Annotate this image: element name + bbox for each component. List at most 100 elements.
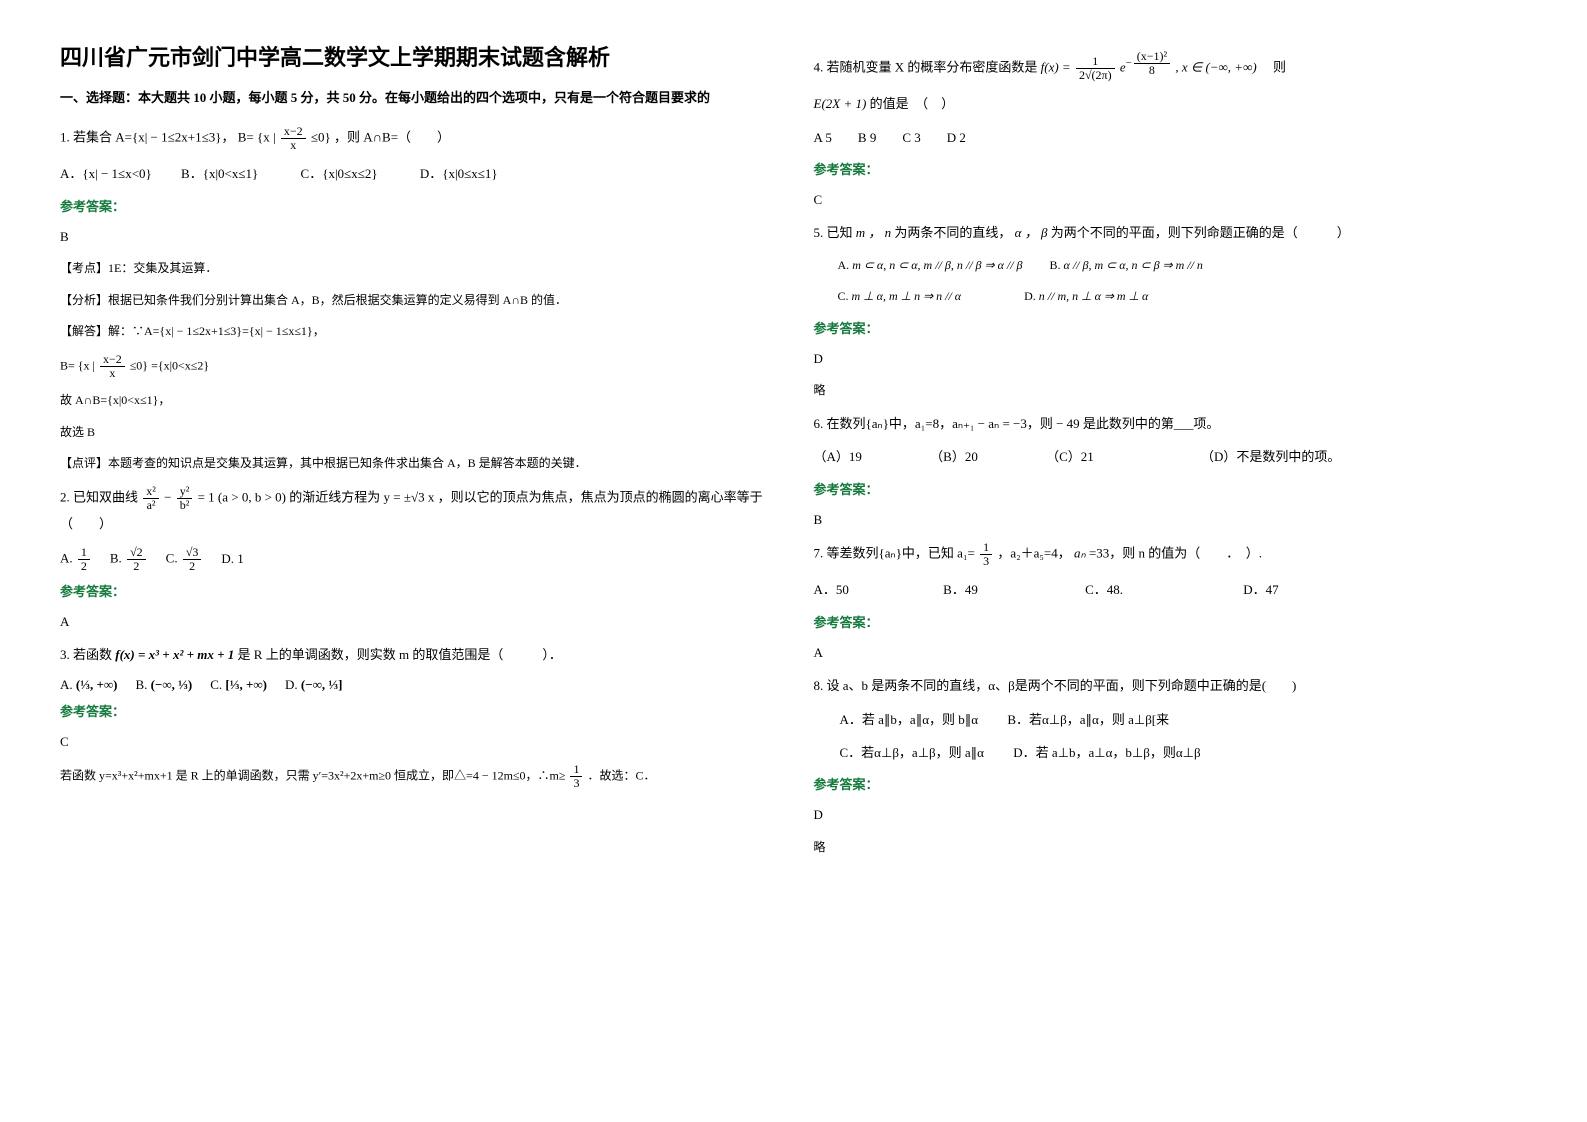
part-heading: 一、选择题：本大题共 10 小题，每小题 5 分，共 50 分。在每小题给出的四… <box>60 88 774 109</box>
frac-den: 3 <box>980 555 992 568</box>
q7-optC: C．48. <box>1085 582 1123 597</box>
q3-optC: C. [⅓, +∞) <box>210 677 267 693</box>
q8-optB: B．若α⊥β，a∥α，则 a⊥β[来 <box>1007 712 1169 727</box>
q2-eq: = 1 (a > 0, b > 0) <box>198 490 286 505</box>
q4-fx-a: f(x) = <box>1041 60 1071 75</box>
q1-setB-pre: B= {x | <box>238 129 276 144</box>
q5-optB: α // β, m ⊂ α, n ⊂ β ⇒ m // n <box>1064 258 1203 272</box>
opt-pre: D. <box>285 677 298 692</box>
q1-jieda1: 【解答】解：∵A={x| − 1≤2x+1≤3}={x| − 1≤x≤1}， <box>60 321 774 343</box>
q5-ab: α ， β <box>1015 225 1048 240</box>
question-5: 5. 已知 m ， n 为两条不同的直线， α ， β 为两个不同的平面，则下列… <box>814 221 1528 244</box>
q5-optA-pre: A. <box>838 258 850 272</box>
q4-stem-b: 则 <box>1273 60 1286 75</box>
q6-optD: （D）不是数列中的项。 <box>1201 449 1340 464</box>
q1-stem-c: ，则 A∩B=（ ） <box>334 129 450 144</box>
q7-ans: A <box>814 641 1528 664</box>
question-4: 4. 若随机变量 X 的概率分布密度函数是 f(x) = 1 2√(2π) e−… <box>814 50 1528 82</box>
q4-fx-frac: 1 2√(2π) <box>1076 55 1115 82</box>
q6-ans-label: 参考答案： <box>814 479 1528 498</box>
q4-e2x1: E(2X + 1) 的值是 （ ） <box>814 92 1528 115</box>
frac-den: 2√(2π) <box>1076 69 1115 82</box>
q7-an: aₙ <box>1074 546 1086 561</box>
frac-num: x−2 <box>281 125 306 139</box>
q2-optB: B. √2 2 <box>110 546 148 573</box>
q8-row2: C．若α⊥β，a⊥β，则 a∥α D．若 a⊥b，a⊥α，b⊥β，则α⊥β <box>814 741 1528 764</box>
q1-optD: D．{x|0≤x≤1} <box>420 166 498 181</box>
q2-optC-pre: C. <box>166 550 178 565</box>
q3-options: A. (⅓, +∞) B. (−∞, ⅓) C. [⅓, +∞) D. (−∞,… <box>60 677 774 693</box>
q7-ans-label: 参考答案： <box>814 612 1528 631</box>
q6-ans: B <box>814 508 1528 531</box>
opt-body: (⅓, +∞) <box>76 677 118 692</box>
q2-optD: D. 1 <box>221 551 243 567</box>
q2-optA-frac: 1 2 <box>78 546 90 573</box>
q5-stem-a: 5. 已知 <box>814 225 853 240</box>
q3-ans-label: 参考答案： <box>60 701 774 720</box>
q2-frac2: y² b² <box>177 485 193 512</box>
q3-func: f(x) = x³ + x² + mx + 1 <box>115 647 234 662</box>
q3-expl-frac: 1 3 <box>570 763 582 790</box>
q5-ans-label: 参考答案： <box>814 318 1528 337</box>
q6-optA: （A）19 <box>814 449 862 464</box>
frac-den: 8 <box>1134 64 1170 77</box>
q8-lue: 略 <box>814 837 1528 859</box>
q3-expl: 若函数 y=x³+x²+mx+1 是 R 上的单调函数，只需 y′=3x²+2x… <box>60 763 774 790</box>
q5-lue: 略 <box>814 380 1528 402</box>
q7-optD: D．47 <box>1243 582 1278 597</box>
q1-ans: B <box>60 225 774 248</box>
frac-den: x <box>281 139 306 152</box>
q5-stem-b: 为两条不同的直线， <box>894 225 1011 240</box>
q3-optA: A. (⅓, +∞) <box>60 677 117 693</box>
page-title: 四川省广元市剑门中学高二数学文上学期期末试题含解析 <box>60 40 774 72</box>
q5-row2: C. m ⊥ α, m ⊥ n ⇒ n // α D. n // m, n ⊥ … <box>814 286 1528 308</box>
q5-optC: m ⊥ α, m ⊥ n ⇒ n // α <box>852 289 962 303</box>
frac-num: 1 <box>980 541 992 555</box>
q8-ans-label: 参考答案： <box>814 774 1528 793</box>
q5-optC-pre: C. <box>838 289 849 303</box>
frac-den: 2 <box>183 560 202 573</box>
q7-optB: B．49 <box>943 582 978 597</box>
frac-den: 2 <box>127 560 146 573</box>
left-column: 四川省广元市剑门中学高二数学文上学期期末试题含解析 一、选择题：本大题共 10 … <box>60 40 774 868</box>
q1-setB-post: ≤0} <box>311 129 331 144</box>
frac-num: y² <box>177 485 193 499</box>
q1-jieda2-pre: B= {x | <box>60 358 95 372</box>
question-3: 3. 若函数 f(x) = x³ + x² + mx + 1 是 R 上的单调函… <box>60 643 774 666</box>
q2-frac1: x² a² <box>143 485 159 512</box>
q8-ans: D <box>814 803 1528 826</box>
q2-optB-frac: √2 2 <box>127 546 146 573</box>
q2-stem-a: 2. 已知双曲线 <box>60 490 138 505</box>
q1-optA: A．{x| − 1≤x<0} <box>60 166 152 181</box>
opt-body: [⅓, +∞) <box>225 677 267 692</box>
q4-ans-label: 参考答案： <box>814 159 1528 178</box>
q6-optC: （C）21 <box>1046 449 1094 464</box>
frac-num: √2 <box>127 546 146 560</box>
q7-stem-a: 7. 等差数列{aₙ}中，已知 a₁= <box>814 546 975 561</box>
q4-ans: C <box>814 188 1528 211</box>
q4-options: A 5 B 9 C 3 D 2 <box>814 126 1528 149</box>
q4-fx-exp: −(x−1)²8 <box>1126 57 1172 69</box>
q2-optB-pre: B. <box>110 550 122 565</box>
q2-ans: A <box>60 610 774 633</box>
q7-options: A．50 B．49 C．48. D．47 <box>814 578 1528 601</box>
opt-body: (−∞, ⅓) <box>151 677 193 692</box>
q2-stem-b: 的渐近线方程为 <box>289 490 380 505</box>
q6-options: （A）19 （B）20 （C）21 （D）不是数列中的项。 <box>814 445 1528 468</box>
q1-optC: C．{x|0≤x≤2} <box>301 166 378 181</box>
frac-num: 1 <box>570 763 582 777</box>
question-1: 1. 若集合 A={x| − 1≤2x+1≤3}， B= {x | x−2 x … <box>60 125 774 152</box>
q2-optA: A. 1 2 <box>60 546 92 573</box>
frac-den: b² <box>177 499 193 512</box>
q6-optB: （B）20 <box>930 449 978 464</box>
q8-optA: A．若 a∥b，a∥α，则 b∥α <box>840 712 979 727</box>
q3-expl-b: ．故选：C． <box>587 769 655 783</box>
q1-options: A．{x| − 1≤x<0} B．{x|0<x≤1} C．{x|0≤x≤2} D… <box>60 162 774 185</box>
q1-optB: B．{x|0<x≤1} <box>181 166 258 181</box>
q5-optB-pre: B. <box>1050 258 1061 272</box>
q2-asym: y = ±√3 x <box>384 490 435 505</box>
q5-optA: m ⊂ α, n ⊂ α, m // β, n // β ⇒ α // β <box>852 258 1022 272</box>
frac-num: 1 <box>78 546 90 560</box>
frac-num: x−2 <box>100 353 125 367</box>
q3-optD: D. (−∞, ⅓] <box>285 677 342 693</box>
